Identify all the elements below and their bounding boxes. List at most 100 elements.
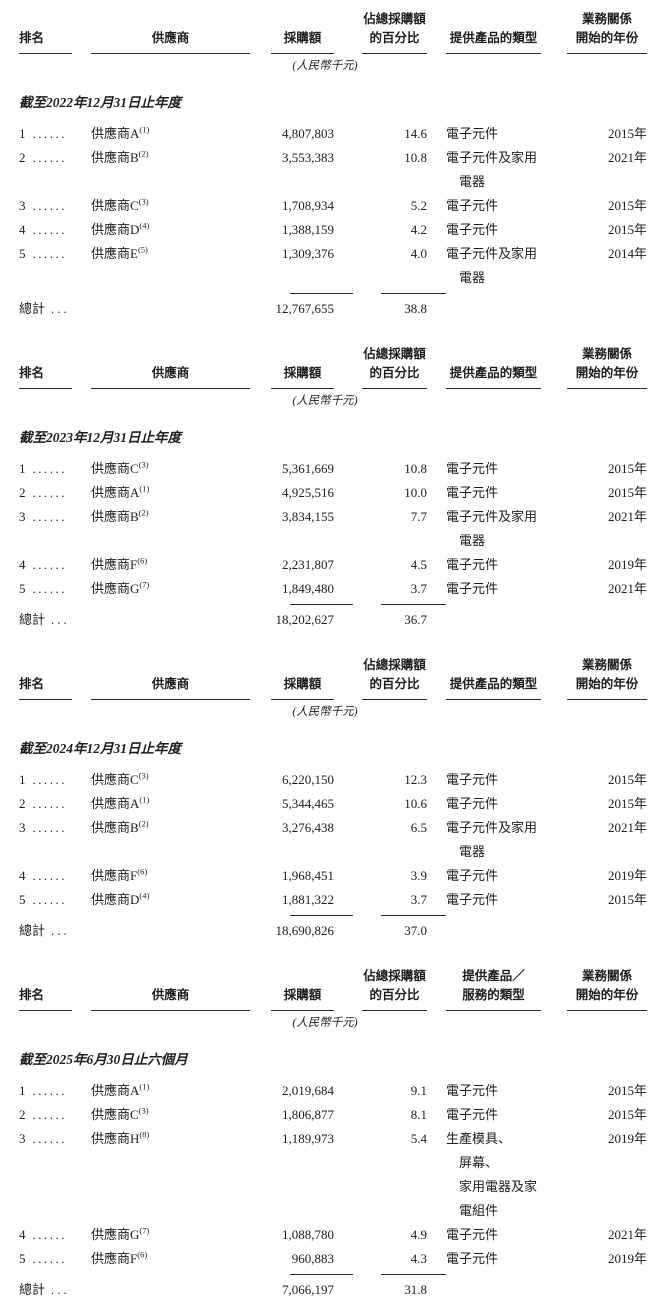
period-title: 截至2024年12月31日止年度 — [19, 741, 181, 756]
column-header-rank: 排名 — [19, 654, 91, 700]
percent-cell: 3.7 — [410, 581, 427, 596]
column-header-product-type-label: 提供產品的類型 — [446, 343, 541, 383]
header-label-line: 開始的年份 — [575, 366, 639, 380]
supplier-name: 供應商B — [91, 509, 139, 524]
supplier-cell: 供應商D(4) — [91, 888, 250, 912]
header-underline — [19, 388, 72, 389]
supplier-cell: 供應商B(2) — [91, 505, 250, 529]
rank-dot-leader: ...... — [32, 581, 67, 596]
spacer — [19, 604, 290, 605]
product-line: 電子元件 — [446, 1227, 499, 1242]
percent-cell: 10.8 — [404, 461, 427, 476]
amount-cell: 3,276,438 — [282, 820, 334, 835]
footnote-reference: (3) — [138, 1105, 149, 1116]
subtotal-rule-percentage — [381, 915, 446, 916]
amount-cell: 1,309,376 — [282, 246, 334, 261]
subtotal-rule-amount — [290, 1274, 353, 1275]
rank-number: 1 — [19, 1083, 26, 1098]
header-label-line: 業務關係 — [581, 12, 632, 26]
header-underline — [271, 53, 334, 54]
rank-cell: 3...... — [19, 816, 91, 840]
table-row: 5...... 供應商G(7) 1,849,480 3.7 電子元件 2021年 — [19, 577, 647, 601]
column-header-amount: 採購額 — [250, 965, 334, 1011]
rank-number: 5 — [19, 581, 26, 596]
column-header-rank-label: 排名 — [19, 31, 45, 45]
year-cell: 2021年 — [607, 1227, 647, 1242]
header-label-line: 提供產品的類型 — [449, 31, 538, 45]
table-header-row: 排名 供應商 採購額 佔總採購額 的百分比 提供產品的類型 業務關係 開始的年份 — [19, 654, 647, 700]
spacer — [19, 1274, 290, 1275]
rank-number: 5 — [19, 892, 26, 907]
footnote-reference: (1) — [139, 483, 150, 494]
amount-cell: 1,388,159 — [282, 222, 334, 237]
rank-number: 5 — [19, 246, 26, 261]
total-label: 總計 — [19, 923, 46, 938]
table-row: 4...... 供應商D(4) 1,388,159 4.2 電子元件 2015年 — [19, 218, 647, 242]
product-line: 電子元件 — [446, 868, 499, 883]
product-line: 家用電器及家 — [459, 1179, 538, 1194]
rank-number: 2 — [19, 1107, 26, 1122]
currency-unit-note: (人民幣千元) — [292, 60, 358, 72]
rank-number: 4 — [19, 222, 26, 237]
supplier-name: 供應商D — [91, 222, 140, 237]
rank-dot-leader: ...... — [32, 796, 67, 811]
rank-dot-leader: ...... — [32, 150, 67, 165]
total-row: 總計... 12,767,655 38.8 — [19, 297, 647, 321]
rank-cell: 1...... — [19, 122, 91, 146]
product-cell: 電子元件 — [427, 194, 541, 218]
year-cell: 2015年 — [607, 1083, 647, 1098]
product-cell: 電子元件 — [427, 481, 541, 505]
product-line: 電子元件 — [446, 1251, 499, 1266]
percent-cell: 10.0 — [404, 485, 427, 500]
supplier-name: 供應商C — [91, 198, 139, 213]
rank-number: 4 — [19, 1227, 26, 1242]
year-cell: 2019年 — [607, 1251, 647, 1266]
column-header-amount-label: 採購額 — [283, 677, 322, 691]
table-row: 5...... 供應商F(6) 960,883 4.3 電子元件 2019年 — [19, 1247, 647, 1271]
product-line: 電子元件 — [446, 461, 499, 476]
supplier-table-block: 排名 供應商 採購額 佔總採購額 的百分比 提供產品的類型 業務關係 開始的年份 — [19, 343, 647, 632]
subtotal-rule-percentage — [381, 604, 446, 605]
column-header-product-type: 提供產品的類型 — [427, 654, 541, 700]
product-cell: 電子元件 — [427, 768, 541, 792]
rank-cell: 2...... — [19, 792, 91, 816]
amount-cell: 1,849,480 — [282, 581, 334, 596]
product-line: 電子元件及家用 — [446, 509, 538, 524]
amount-cell: 2,231,807 — [282, 557, 334, 572]
rank-number: 2 — [19, 796, 26, 811]
period-title: 截至2025年6月30日止六個月 — [19, 1052, 188, 1067]
header-underline — [271, 1010, 334, 1011]
rank-number: 2 — [19, 150, 26, 165]
table-row: 1...... 供應商A(1) 4,807,803 14.6 電子元件 2015… — [19, 122, 647, 146]
year-cell: 2015年 — [607, 126, 647, 141]
rank-cell: 4...... — [19, 218, 91, 242]
spacer — [19, 915, 290, 916]
header-label-line: 業務關係 — [581, 347, 632, 361]
header-label-line: 提供產品的類型 — [449, 677, 538, 691]
footnote-reference: (5) — [137, 244, 148, 255]
rank-cell: 2...... — [19, 1103, 91, 1127]
rank-dot-leader: ...... — [32, 461, 67, 476]
column-header-amount-label: 採購額 — [283, 31, 322, 45]
header-underline — [446, 699, 541, 700]
supplier-name: 供應商E — [91, 246, 138, 261]
column-header-product-type-label: 提供產品的類型 — [446, 654, 541, 694]
column-header-percentage-label: 佔總採購額 的百分比 — [334, 965, 427, 1005]
amount-cell: 1,968,451 — [282, 868, 334, 883]
footnote-reference: (3) — [138, 459, 149, 470]
product-cell: 電子元件 — [427, 792, 541, 816]
footnote-reference: (6) — [137, 555, 148, 566]
product-line: 電子元件 — [446, 772, 499, 787]
rank-cell: 2...... — [19, 481, 91, 505]
rank-cell: 1...... — [19, 768, 91, 792]
amount-cell: 4,925,516 — [282, 485, 334, 500]
product-line: 電子元件 — [446, 126, 499, 141]
subtotal-rule-amount — [290, 915, 353, 916]
supplier-cell: 供應商B(2) — [91, 146, 250, 170]
rank-number: 1 — [19, 461, 26, 476]
rank-dot-leader: ...... — [32, 246, 67, 261]
rank-cell: 4...... — [19, 1223, 91, 1247]
product-cell: 生產模具、 屏幕、 家用電器及家 電組件 — [427, 1127, 541, 1223]
product-cell: 電子元件及家用 電器 — [427, 816, 541, 864]
